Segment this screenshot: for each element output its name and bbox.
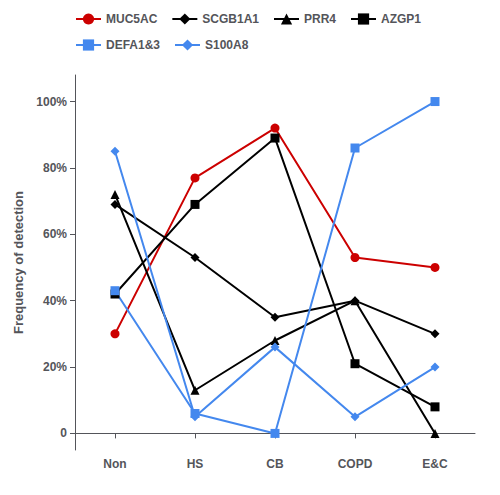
svg-text:Non: Non [103,457,126,471]
svg-text:40%: 40% [43,294,67,308]
svg-text:COPD: COPD [338,457,373,471]
svg-text:S100A8: S100A8 [205,38,249,52]
svg-text:HS: HS [187,457,204,471]
svg-text:MUC5AC: MUC5AC [106,12,158,26]
svg-text:Frequency of detection: Frequency of detection [11,191,26,334]
svg-text:80%: 80% [43,161,67,175]
svg-text:0: 0 [60,426,67,440]
svg-text:DEFA1&3: DEFA1&3 [106,38,160,52]
svg-text:100%: 100% [36,95,67,109]
svg-text:AZGP1: AZGP1 [381,12,421,26]
svg-text:SCGB1A1: SCGB1A1 [202,12,259,26]
svg-text:PRR4: PRR4 [304,12,336,26]
svg-text:60%: 60% [43,227,67,241]
svg-text:CB: CB [266,457,284,471]
svg-text:E&C: E&C [422,457,448,471]
svg-text:20%: 20% [43,360,67,374]
